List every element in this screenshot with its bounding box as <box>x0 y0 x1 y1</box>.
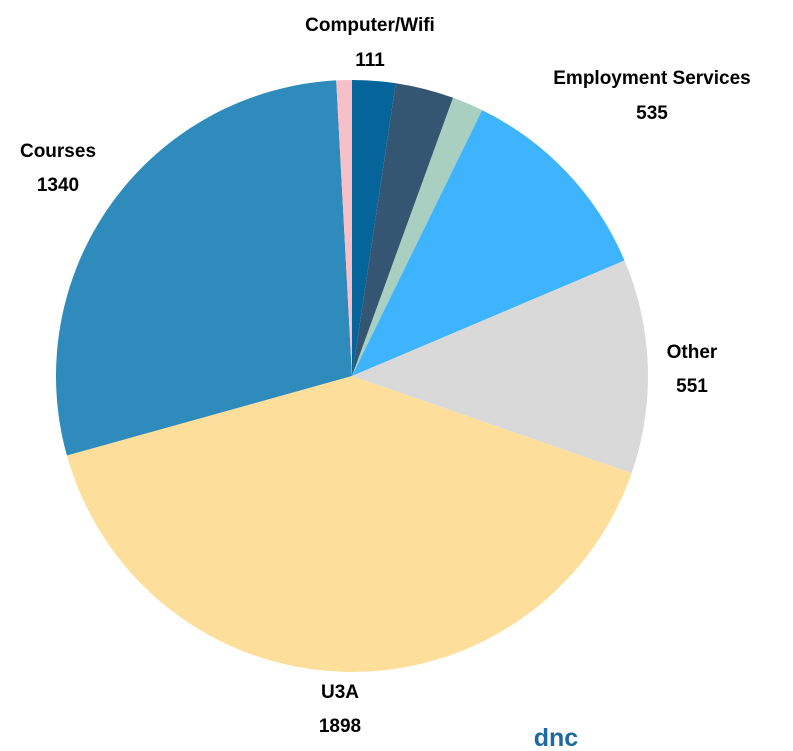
slice-unlabeled-2 <box>352 97 483 377</box>
label-computer-wifi-name: Computer/Wifi <box>305 15 435 36</box>
label-employment-services-value: 535 <box>636 103 668 124</box>
label-other-value: 551 <box>676 376 708 397</box>
slice-unlabeled-7 <box>336 79 352 376</box>
label-courses-value: 1340 <box>37 175 79 196</box>
pie-labels: Computer/Wifi 111 Employment Services 535 Ot… <box>20 15 751 737</box>
slice-unlabeled-1 <box>352 83 454 376</box>
slice-u3a <box>66 376 632 673</box>
brand-logo-text: dnc <box>534 724 579 751</box>
label-u3a-name: U3A <box>321 682 359 703</box>
label-computer-wifi-value: 111 <box>355 50 385 71</box>
label-employment-services-name: Employment Services <box>553 68 750 89</box>
slice-courses <box>55 80 353 456</box>
pie-slices <box>55 79 648 673</box>
label-u3a-value: 1898 <box>319 716 361 737</box>
slice-employment-services <box>352 110 625 376</box>
slice-computer-wifi <box>352 80 396 376</box>
slice-other <box>352 260 648 474</box>
label-other-name: Other <box>667 342 718 363</box>
label-courses-name: Courses <box>20 141 96 162</box>
